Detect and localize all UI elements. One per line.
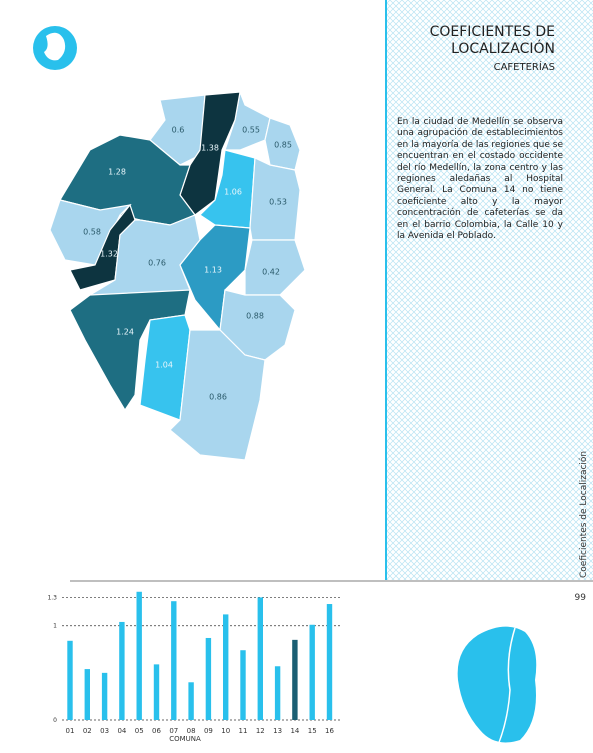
title: COEFICIENTES DE (430, 24, 555, 40)
region (179, 91, 241, 216)
region-label: 1.32 (100, 250, 118, 259)
region-label: 0.86 (209, 393, 227, 402)
region-label: 1.24 (116, 328, 134, 337)
bar (205, 637, 212, 720)
region-label: 0.55 (242, 126, 260, 135)
y-tick-label: 1 (53, 623, 57, 630)
page-number: 99 (575, 593, 587, 603)
hatched-panel (385, 0, 593, 580)
y-tick-label: 1.3 (47, 594, 57, 601)
x-tick-label: 07 (169, 727, 178, 735)
bar (188, 682, 194, 720)
x-tick-label: 16 (325, 727, 334, 735)
region-label: 0.88 (246, 312, 264, 321)
bar (153, 664, 160, 720)
panel-edge (385, 0, 387, 580)
bar (119, 621, 125, 720)
y-tick-label: 0 (53, 717, 57, 724)
x-tick-label: 12 (256, 727, 265, 735)
x-tick-label: 04 (117, 727, 126, 735)
bar (240, 650, 246, 720)
region-label: 1.28 (108, 168, 126, 177)
side-label: Coeficientes de Localización (578, 451, 589, 578)
region (69, 289, 191, 412)
region-label: 1.06 (224, 188, 242, 197)
x-axis-label: COMUNA (169, 735, 201, 743)
map: 0.6 0.55 0.85 1.38 1.06 0.53 1.28 0.58 1… (49, 89, 306, 461)
x-tick-label: 10 (221, 727, 230, 735)
bar (274, 666, 281, 720)
region-label: 1.38 (201, 144, 219, 153)
bar (223, 614, 229, 720)
mini-map-river (497, 627, 516, 746)
bar (136, 591, 142, 720)
x-tick-label: 01 (66, 727, 75, 735)
bar (171, 601, 177, 720)
x-tick-label: 09 (204, 727, 213, 735)
region-label: 0.58 (83, 228, 101, 237)
x-tick-label: 08 (187, 727, 196, 735)
bar (292, 639, 298, 720)
title: LOCALIZACIÓN (451, 39, 555, 57)
x-tick-label: 13 (273, 727, 282, 735)
region-label: 0.53 (269, 198, 287, 207)
region (169, 329, 266, 461)
region-label: 0.42 (262, 268, 280, 277)
bar (67, 640, 73, 720)
paragraph: En la ciudad de Medellín se observa una … (397, 117, 563, 242)
region-label: 0.6 (172, 126, 185, 135)
region-label: 0.76 (148, 259, 166, 268)
region-label: 1.13 (204, 266, 222, 275)
subtitle: CAFETERÍAS (494, 60, 555, 73)
bar (101, 672, 108, 720)
bar (326, 604, 333, 720)
x-tick-label: 03 (100, 727, 109, 735)
bar (309, 624, 315, 720)
logo-glyph (44, 32, 66, 61)
x-tick-label: 15 (308, 727, 317, 735)
x-tick-label: 06 (152, 727, 161, 735)
bar (257, 597, 263, 720)
x-tick-label: 02 (83, 727, 92, 735)
x-tick-label: 11 (239, 727, 248, 735)
x-tick-label: 05 (135, 727, 144, 735)
x-tick-label: 14 (290, 727, 299, 735)
region-label: 0.85 (274, 141, 292, 150)
bar (84, 669, 90, 720)
mini-map (457, 626, 537, 743)
region-label: 1.04 (155, 361, 173, 370)
